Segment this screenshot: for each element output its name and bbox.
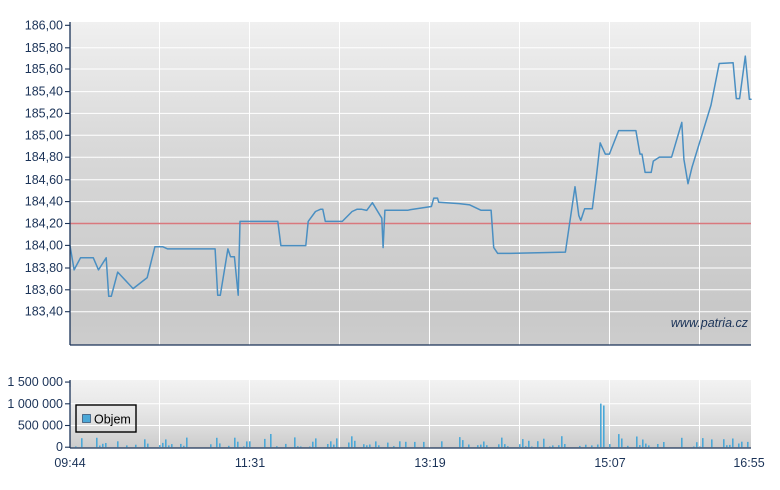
svg-text:09:44: 09:44 bbox=[54, 456, 85, 470]
svg-text:184,60: 184,60 bbox=[25, 173, 63, 187]
svg-text:185,60: 185,60 bbox=[25, 62, 63, 76]
svg-text:13:19: 13:19 bbox=[414, 456, 445, 470]
svg-text:185,20: 185,20 bbox=[25, 106, 63, 120]
svg-text:0: 0 bbox=[56, 440, 63, 454]
svg-text:185,80: 185,80 bbox=[25, 41, 63, 55]
svg-text:183,40: 183,40 bbox=[25, 305, 63, 319]
svg-text:184,80: 184,80 bbox=[25, 150, 63, 164]
svg-text:16:55: 16:55 bbox=[733, 456, 764, 470]
svg-text:184,20: 184,20 bbox=[25, 217, 63, 231]
svg-text:500 000: 500 000 bbox=[18, 419, 63, 433]
svg-text:11:31: 11:31 bbox=[235, 456, 265, 470]
svg-text:184,00: 184,00 bbox=[25, 238, 63, 252]
svg-text:1 500 000: 1 500 000 bbox=[7, 375, 63, 389]
svg-text:183,60: 183,60 bbox=[25, 283, 63, 297]
svg-text:186,00: 186,00 bbox=[25, 18, 63, 32]
svg-text:185,40: 185,40 bbox=[25, 85, 63, 99]
svg-text:1 000 000: 1 000 000 bbox=[7, 397, 63, 411]
svg-text:184,40: 184,40 bbox=[25, 195, 63, 209]
svg-text:185,00: 185,00 bbox=[25, 128, 63, 142]
svg-text:15:07: 15:07 bbox=[594, 456, 625, 470]
svg-text:www.patria.cz: www.patria.cz bbox=[671, 316, 749, 330]
svg-text:183,80: 183,80 bbox=[25, 261, 63, 275]
svg-text:Objem: Objem bbox=[94, 413, 131, 427]
